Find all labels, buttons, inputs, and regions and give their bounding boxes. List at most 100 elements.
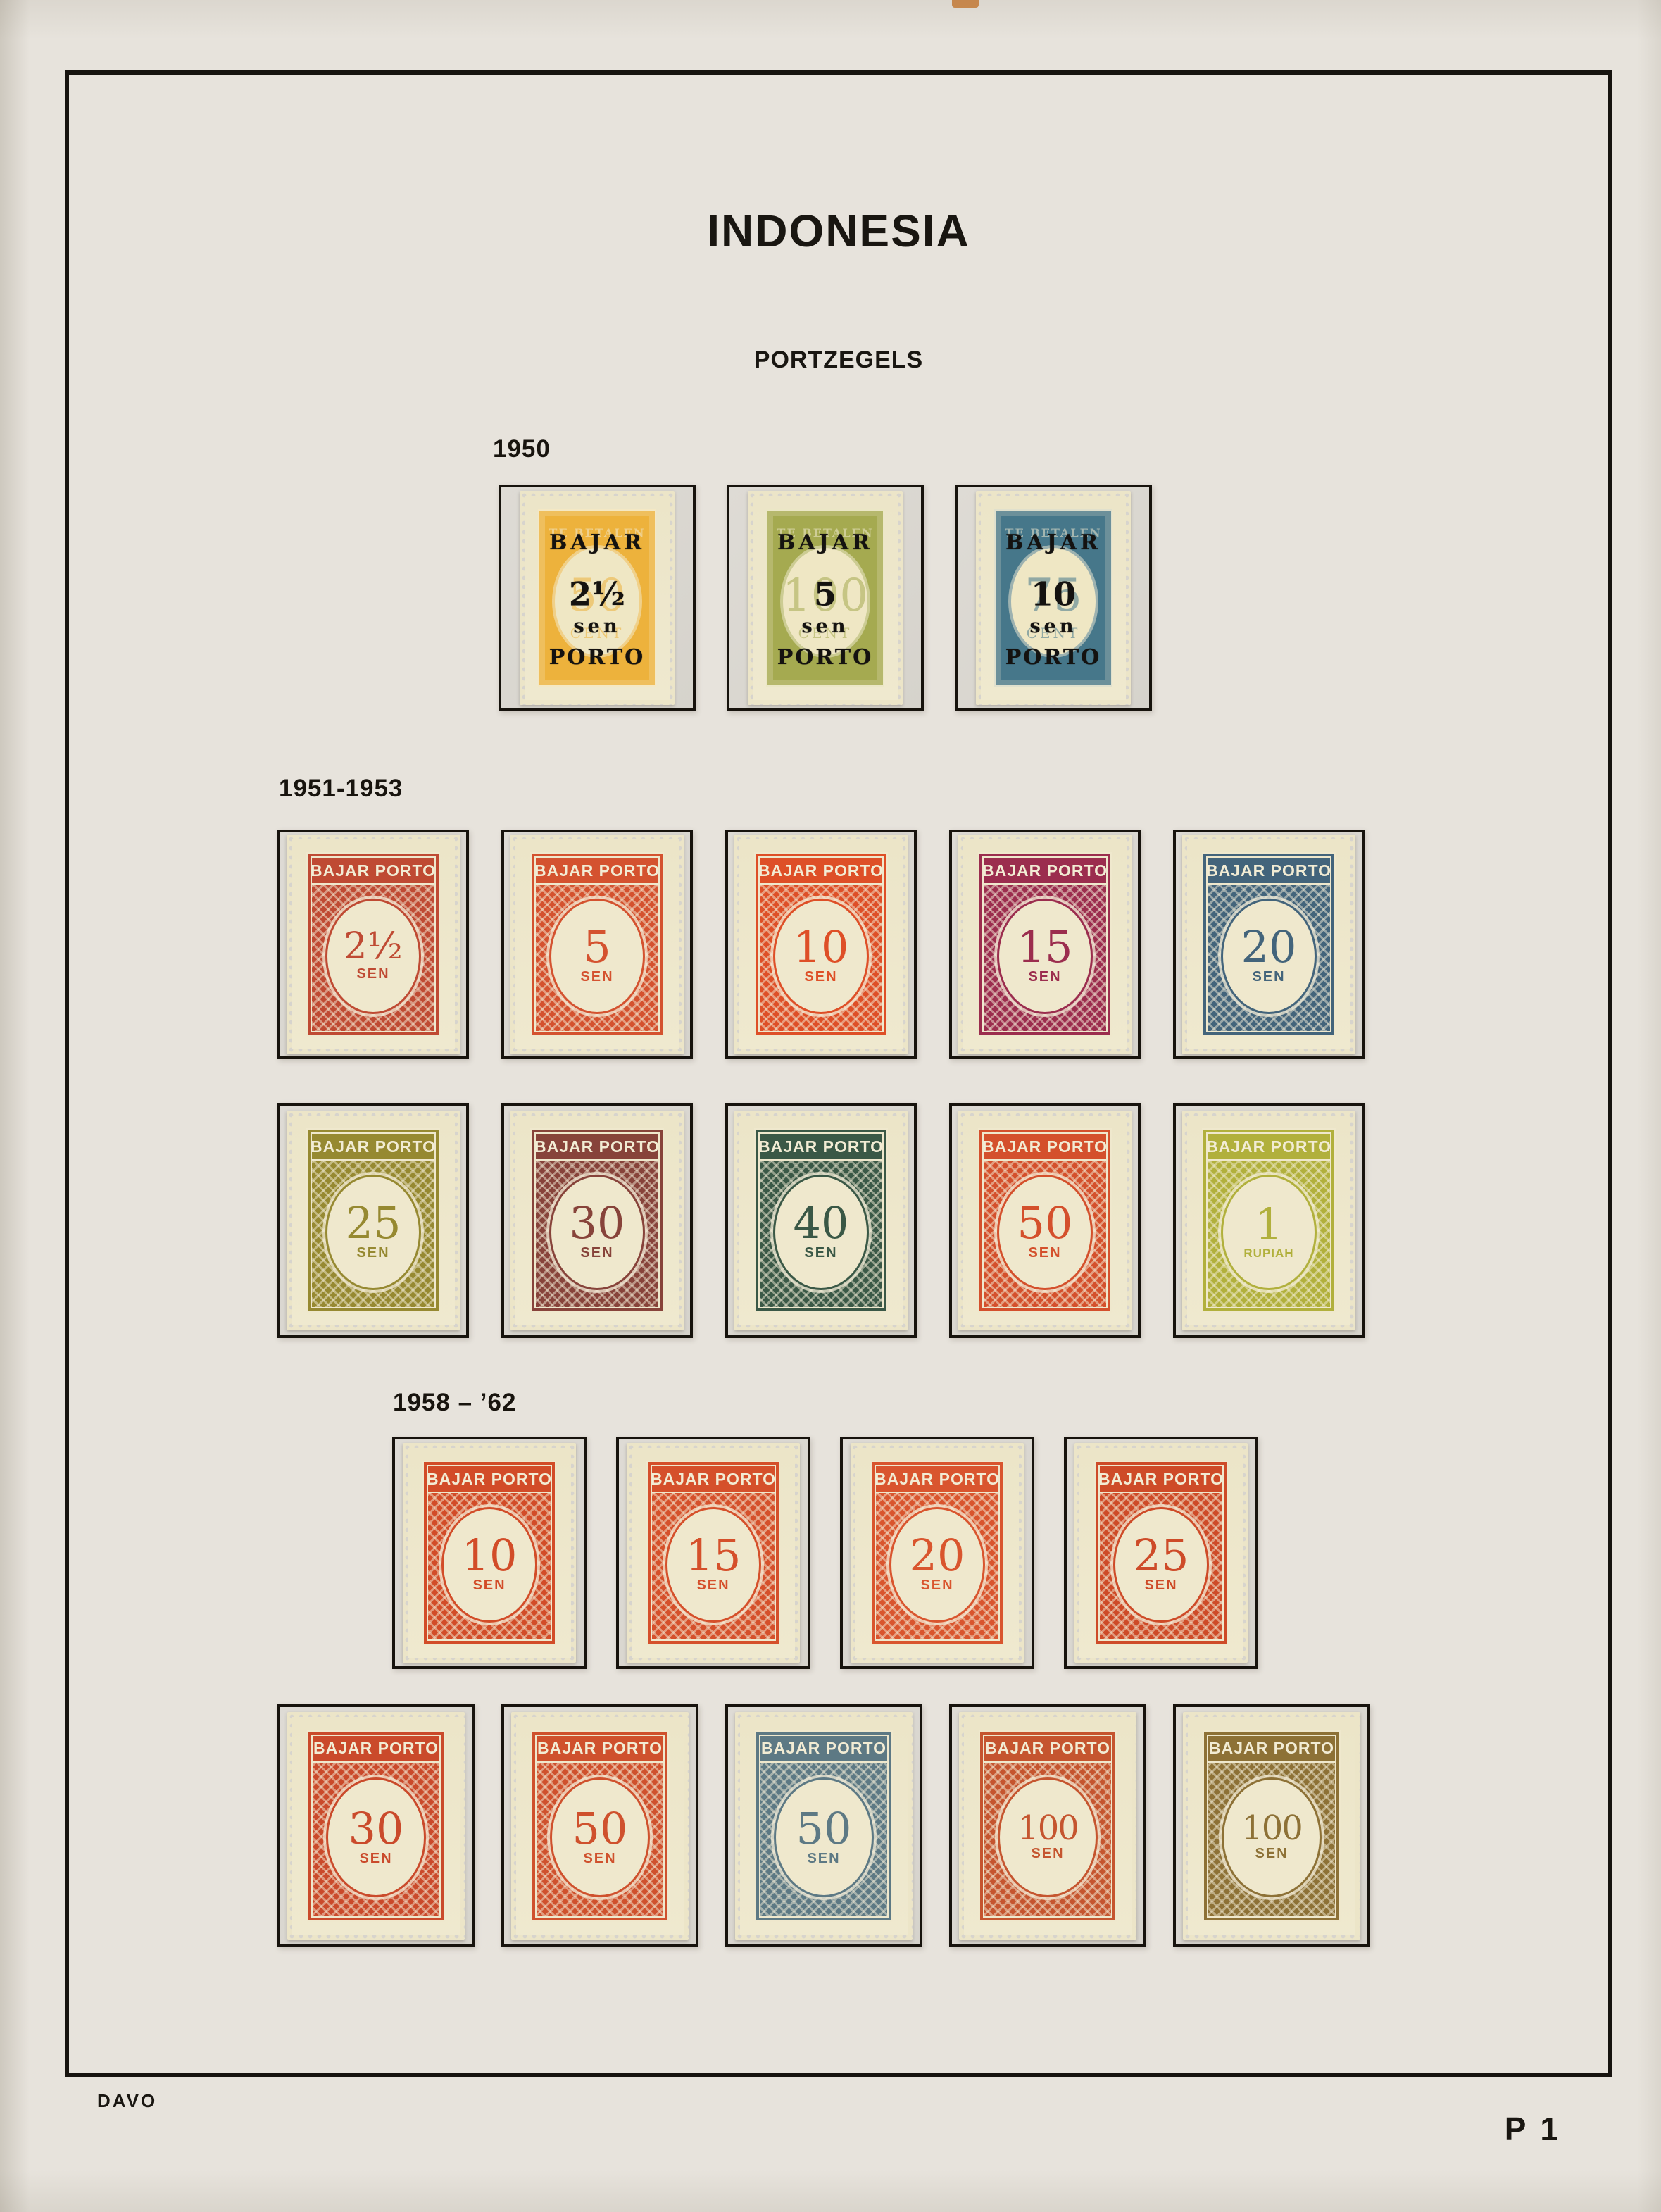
- stamp-50-sen-1958-orange: BAJAR PORTO 50 SEN: [504, 1707, 696, 1944]
- stamp-value: 2½: [344, 925, 403, 968]
- stamp-mount: BAJAR PORTO 100 SEN: [949, 1704, 1146, 1947]
- stamp-15-sen-1958: BAJAR PORTO 15 SEN: [619, 1439, 808, 1666]
- stamp-ornament-body: 20 SEN: [1206, 885, 1331, 1032]
- stamp-value: 50: [1017, 1197, 1073, 1249]
- stamp-100-sen-1958-orange: BAJAR PORTO 100 SEN: [952, 1707, 1143, 1944]
- stamp-paper: BAJAR PORTO 100 SEN: [1183, 1712, 1360, 1940]
- stamp-center-oval: [555, 548, 639, 656]
- stamp-value: 30: [569, 1197, 625, 1249]
- stamp-paper: BAJAR PORTO 10 SEN: [403, 1443, 576, 1663]
- stamp-header-banner: BAJAR PORTO: [534, 856, 660, 885]
- stamp-20-sen: BAJAR PORTO 20 SEN: [1176, 832, 1362, 1056]
- ghost-original-unit: CENT: [798, 624, 853, 642]
- stamp-center-oval: 30 SEN: [328, 1780, 424, 1896]
- stamp-mount: BAJAR PORTO 100 SEN: [1173, 1704, 1370, 1947]
- stamp-paper: BAJAR PORTO 50 SEN: [511, 1712, 689, 1940]
- stamp-unit: SEN: [696, 1577, 730, 1594]
- stamp-design: BAJAR PORTO 1 RUPIAH: [1202, 1128, 1336, 1313]
- overprint-porto: PORTO: [1005, 645, 1102, 670]
- stamp-mount: BAJAR PORTO 10 SEN: [725, 830, 917, 1059]
- stamp-15-sen: BAJAR PORTO 15 SEN: [952, 832, 1138, 1056]
- overprint-unit: sen: [573, 616, 621, 638]
- page-title: INDONESIA: [707, 206, 970, 256]
- stamp-header-banner: BAJAR PORTO: [982, 1132, 1108, 1161]
- stamp-value: 100: [1017, 1808, 1079, 1849]
- overprint-value: 2½: [569, 575, 625, 613]
- stamp-center-oval: [783, 548, 867, 656]
- stamp-design: BAJAR PORTO 5 SEN: [530, 852, 664, 1037]
- stamp-1950-10-sen-overprint: TE BETALEN 75 CENT BAJAR 10 sen PORTO: [958, 487, 1149, 708]
- stamp-center-oval: 10 SEN: [444, 1508, 535, 1620]
- stamp-header-banner: BAJAR PORTO: [758, 856, 884, 885]
- stamp-value: 20: [909, 1530, 965, 1582]
- stamp-100-sen-1958-brown: BAJAR PORTO 100 SEN: [1176, 1707, 1367, 1944]
- stamp-header-banner: BAJAR PORTO: [875, 1465, 1000, 1493]
- stamp-value: 100: [1241, 1808, 1303, 1849]
- stamp-ornament-body: 5 SEN: [534, 885, 660, 1032]
- stamp-header-banner: BAJAR PORTO: [759, 1734, 889, 1763]
- stamp-ornament-body: 100 SEN: [983, 1762, 1112, 1918]
- stamp-ornament-body: 30 SEN: [311, 1762, 441, 1918]
- stamp-center-oval: 15 SEN: [667, 1508, 759, 1620]
- stamp-design: BAJAR PORTO 50 SEN: [531, 1730, 669, 1922]
- stamp-50-sen: BAJAR PORTO 50 SEN: [952, 1106, 1138, 1335]
- overprint-value: 5: [813, 575, 836, 613]
- stamp-mount: BAJAR PORTO 50 SEN: [949, 1103, 1141, 1338]
- stamp-paper: BAJAR PORTO 2½ SEN: [287, 835, 460, 1054]
- stamp-center-oval: 20 SEN: [891, 1508, 983, 1620]
- stamp-10-sen-1958: BAJAR PORTO 10 SEN: [395, 1439, 584, 1666]
- stamp-center-oval: [1011, 548, 1096, 656]
- stamp-mount: BAJAR PORTO 40 SEN: [725, 1103, 917, 1338]
- stamp-value: 40: [793, 1197, 849, 1249]
- overprint-porto: PORTO: [777, 645, 874, 670]
- stamp-center-oval: 10 SEN: [775, 900, 867, 1012]
- overprint-unit: sen: [801, 616, 849, 638]
- stamp-mount: BAJAR PORTO 10 SEN: [392, 1437, 587, 1669]
- stamp-mount: TE BETALEN 50 CENT BAJAR 2½ sen PORTO: [499, 485, 696, 711]
- stamp-paper: BAJAR PORTO 25 SEN: [287, 1111, 460, 1330]
- stamp-design: BAJAR PORTO 50 SEN: [755, 1730, 893, 1922]
- stamp-ornament-body: 50 SEN: [535, 1762, 665, 1918]
- stamp-2half-sen: BAJAR PORTO 2½ SEN: [280, 832, 466, 1056]
- stamp-header-banner: BAJAR PORTO: [983, 1734, 1112, 1763]
- stamp-value: 50: [796, 1802, 852, 1854]
- stamp-paper: BAJAR PORTO 50 SEN: [958, 1111, 1132, 1330]
- page-border-frame: [65, 70, 1612, 2077]
- stamp-paper: BAJAR PORTO 20 SEN: [1182, 835, 1355, 1054]
- stamp-ornament-body: 50 SEN: [982, 1161, 1108, 1308]
- stamp-40-sen: BAJAR PORTO 40 SEN: [728, 1106, 914, 1335]
- section-label-1950: 1950: [493, 435, 551, 463]
- stamp-unit: SEN: [1028, 969, 1062, 985]
- overprint-unit: sen: [1029, 616, 1077, 638]
- stamp-value: 1: [1255, 1198, 1283, 1250]
- stamp-30-sen-1958: BAJAR PORTO 30 SEN: [280, 1707, 472, 1944]
- stamp-paper: BAJAR PORTO 15 SEN: [958, 835, 1132, 1054]
- stamp-unit: SEN: [1144, 1577, 1178, 1594]
- stamp-50-sen-1958-blue: BAJAR PORTO 50 SEN: [728, 1707, 920, 1944]
- stamp-1-rupiah: BAJAR PORTO 1 RUPIAH: [1176, 1106, 1362, 1335]
- stamp-header-banner: BAJAR PORTO: [311, 1132, 436, 1161]
- stamp-header-banner: BAJAR PORTO: [534, 1132, 660, 1161]
- stamp-design: BAJAR PORTO 30 SEN: [307, 1730, 445, 1922]
- stamp-header-banner: BAJAR PORTO: [651, 1465, 776, 1493]
- page-subtitle: PORTZEGELS: [753, 346, 924, 373]
- stamp-design: TE BETALEN 100 CENT BAJAR 5 sen PORTO: [766, 509, 884, 687]
- stamp-mount: BAJAR PORTO 30 SEN: [277, 1704, 475, 1947]
- stamp-header-banner: BAJAR PORTO: [982, 856, 1108, 885]
- stamp-center-oval: 40 SEN: [775, 1176, 867, 1288]
- stamp-value: 30: [348, 1802, 404, 1854]
- stamp-ornament-body: 100 SEN: [1207, 1762, 1336, 1918]
- stamp-design: BAJAR PORTO 15 SEN: [978, 852, 1112, 1037]
- stamp-center-oval: 100 SEN: [1000, 1780, 1096, 1896]
- stamp-value: 10: [461, 1530, 518, 1582]
- stamp-design: BAJAR PORTO 10 SEN: [422, 1461, 556, 1645]
- stamp-design: BAJAR PORTO 50 SEN: [978, 1128, 1112, 1313]
- overprint-porto: PORTO: [549, 645, 646, 670]
- stamp-mount: BAJAR PORTO 2½ SEN: [277, 830, 469, 1059]
- stamp-header-banner: BAJAR PORTO: [1206, 1132, 1331, 1161]
- stamp-header-banner: BAJAR PORTO: [758, 1132, 884, 1161]
- page-number: P 1: [1504, 2111, 1561, 2147]
- stamp-unit: SEN: [1031, 1846, 1065, 1862]
- stamp-ornament-body: 30 SEN: [534, 1161, 660, 1308]
- stamp-paper: BAJAR PORTO 50 SEN: [735, 1712, 913, 1940]
